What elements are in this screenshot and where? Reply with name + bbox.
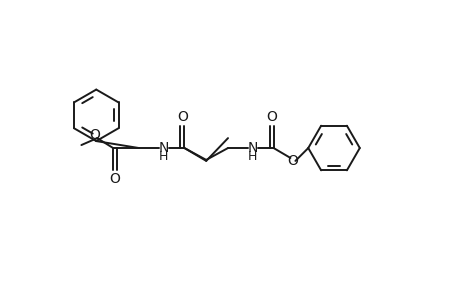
Text: H: H (159, 150, 168, 164)
Text: O: O (109, 172, 120, 186)
Text: O: O (177, 110, 187, 124)
Text: N: N (247, 141, 257, 155)
Text: O: O (266, 110, 276, 124)
Text: O: O (286, 154, 297, 168)
Text: O: O (89, 128, 100, 142)
Text: N: N (158, 141, 168, 155)
Text: H: H (247, 150, 257, 164)
